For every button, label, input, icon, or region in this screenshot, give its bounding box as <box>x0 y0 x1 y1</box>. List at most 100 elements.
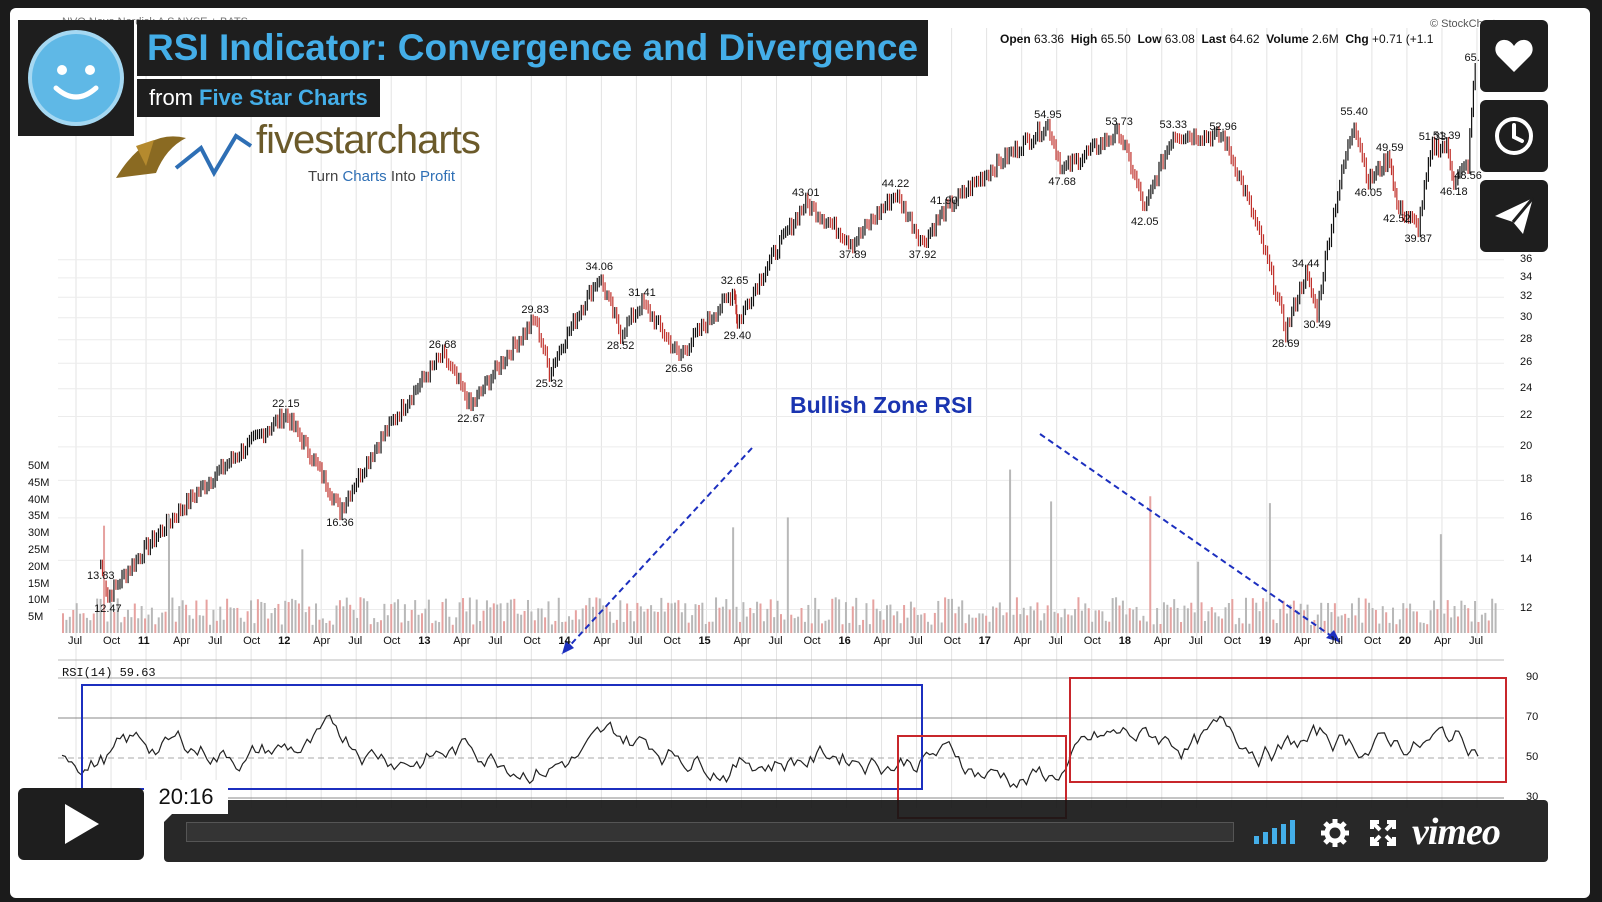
volume-bar <box>1436 609 1439 633</box>
volume-bar <box>1111 598 1114 633</box>
tagline-word: Into <box>390 168 416 185</box>
volume-tick-label: 40M <box>28 493 50 506</box>
channel-link[interactable]: Five Star Charts <box>199 85 368 110</box>
volume-bar <box>1056 613 1059 633</box>
volume-bar <box>1231 599 1234 633</box>
volume-bar <box>578 619 581 633</box>
high-label: High <box>1070 32 1098 46</box>
volume-bar <box>465 611 468 633</box>
volume-bar <box>1101 611 1104 633</box>
stock-chart <box>58 28 1507 819</box>
volume-bar <box>1361 622 1364 633</box>
volume-bar <box>875 608 878 633</box>
bullish-zone-annotation: Bullish Zone RSI <box>790 392 973 418</box>
volume-bar <box>834 597 837 633</box>
share-button[interactable] <box>1480 180 1548 252</box>
volume-bar <box>1197 561 1200 633</box>
volume-bar <box>273 607 276 633</box>
volume-bar <box>1477 621 1480 633</box>
volume-bar <box>526 599 529 633</box>
price-tick-label: 36 <box>1520 252 1533 265</box>
price-annotation: 29.40 <box>723 330 752 343</box>
volume-bar <box>725 599 728 633</box>
channel-avatar[interactable] <box>18 20 134 136</box>
volume-bar <box>1139 620 1141 633</box>
last-label: Last <box>1201 32 1227 46</box>
star-swoosh-icon <box>116 133 253 178</box>
volume-bar <box>1015 597 1018 633</box>
open-value: 63.36 <box>1034 32 1065 46</box>
price-annotation: 51.39 <box>1432 130 1461 143</box>
volume-bar <box>1286 613 1289 633</box>
fullscreen-icon[interactable] <box>1370 820 1396 846</box>
volume-bar <box>752 613 755 633</box>
volume-bar <box>1036 602 1039 633</box>
volume-bar <box>810 623 813 633</box>
volume-bar <box>1193 612 1196 633</box>
x-tick-label: 18 <box>1118 635 1131 647</box>
volume-bar <box>164 611 167 633</box>
volume-bar <box>1402 603 1405 633</box>
volume-bar <box>198 615 201 633</box>
volume-bar <box>1395 624 1398 633</box>
volume-bar <box>150 607 153 633</box>
volume-bar <box>704 623 707 633</box>
progress-timeline[interactable] <box>186 822 1234 842</box>
volume-bar <box>995 607 998 633</box>
volume-bar <box>940 622 943 633</box>
open-label: Open <box>1000 32 1031 46</box>
volume-bar <box>1422 622 1425 633</box>
volume-bar <box>376 622 379 633</box>
volume-bar <box>930 624 933 633</box>
volume-bar <box>1002 615 1005 633</box>
x-tick-label: Apr <box>313 635 331 647</box>
volume-bar <box>280 624 283 633</box>
volume-bar <box>1039 620 1042 633</box>
volume-bar <box>803 621 806 633</box>
volume-bar <box>1467 608 1470 633</box>
volume-bar <box>711 621 714 633</box>
volume-bar <box>653 611 656 633</box>
volume-bar <box>889 604 892 633</box>
video-title-box[interactable]: RSI Indicator: Convergence and Divergenc… <box>137 20 929 76</box>
volume-bar <box>243 621 246 633</box>
volume-bar <box>602 605 605 633</box>
volume-bar <box>718 607 721 633</box>
heart-icon <box>1495 39 1533 72</box>
volume-bar <box>291 598 294 633</box>
volume-bar <box>985 615 988 633</box>
settings-gear-icon[interactable] <box>1320 818 1350 848</box>
watch-later-button[interactable] <box>1480 100 1548 172</box>
volume-bar <box>202 615 205 633</box>
volume-bar <box>1320 602 1323 633</box>
volume-bar <box>232 608 235 633</box>
volume-bar <box>1474 601 1477 633</box>
volume-bar <box>1166 604 1169 633</box>
x-tick-label: Oct <box>523 635 541 647</box>
volume-bar <box>674 602 677 633</box>
volume-bar <box>1050 501 1053 633</box>
play-button[interactable] <box>18 788 144 860</box>
volume-bar <box>1484 612 1487 633</box>
video-title[interactable]: RSI Indicator: Convergence and Divergenc… <box>147 27 919 68</box>
tagline-word: Turn <box>308 168 339 185</box>
volume-bars-icon[interactable] <box>1254 820 1304 844</box>
price-tick-label: 34 <box>1520 270 1533 283</box>
volume-bar <box>550 624 553 633</box>
volume-bar <box>390 604 393 633</box>
volume-bar <box>1385 612 1388 633</box>
volume-bar <box>1087 608 1090 633</box>
volume-bar <box>742 602 745 633</box>
vimeo-logo[interactable]: vimeo <box>1412 811 1501 853</box>
volume-bar <box>636 602 639 633</box>
volume-bar <box>1128 608 1131 633</box>
volume-bar <box>1248 623 1251 633</box>
volume-bar <box>1371 608 1374 633</box>
volume-tick-label: 20M <box>28 560 50 573</box>
volume-bar <box>947 598 950 633</box>
volume-bar <box>780 614 782 633</box>
like-button[interactable] <box>1480 20 1548 92</box>
x-tick-label: Jul <box>1468 635 1484 647</box>
arrow-head-right <box>1326 630 1340 642</box>
